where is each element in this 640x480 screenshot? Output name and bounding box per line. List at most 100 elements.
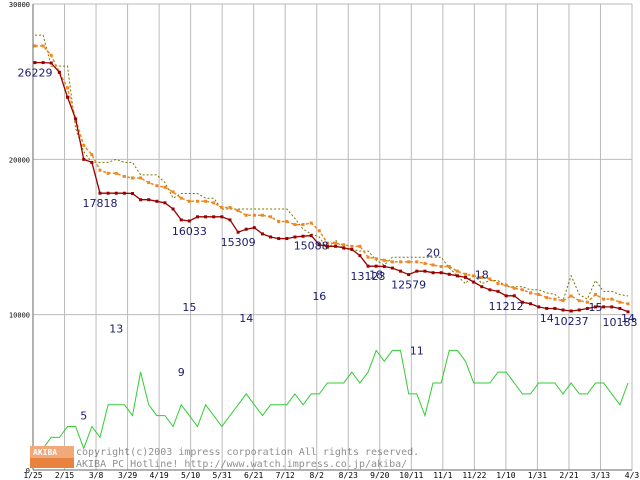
avg-point: [33, 44, 37, 48]
avg-point: [561, 299, 565, 303]
min-point: [472, 280, 476, 284]
min-point: [49, 61, 53, 65]
avg-point: [285, 219, 289, 223]
x-tick-label: 4/3: [625, 471, 640, 480]
avg-point: [309, 221, 313, 225]
avg-point: [488, 277, 492, 281]
avg-point: [269, 215, 273, 219]
avg-point: [220, 205, 224, 209]
min-point: [171, 207, 175, 211]
y-tick-label: 0: [26, 467, 30, 475]
avg-point: [415, 260, 419, 264]
avg-point: [618, 300, 622, 304]
min-point: [90, 160, 94, 164]
avg-point: [334, 241, 338, 245]
min-point: [57, 70, 61, 74]
x-tick-label: 7/12: [276, 471, 295, 480]
avg-point: [212, 201, 216, 205]
avg-point: [49, 53, 53, 57]
avg-point: [447, 265, 451, 269]
min-point: [415, 269, 419, 273]
min-point: [423, 269, 427, 273]
avg-point: [520, 288, 524, 292]
avg-point: [147, 181, 151, 185]
x-tick-label: 1/31: [528, 471, 547, 480]
price-data-label: 10237: [554, 315, 589, 328]
avg-point: [277, 219, 281, 223]
min-point: [204, 215, 208, 219]
avg-point: [610, 297, 614, 301]
min-point: [293, 235, 297, 239]
avg-point: [464, 272, 468, 276]
avg-point: [114, 171, 118, 175]
price-data-label: 17818: [82, 197, 117, 210]
avg-point: [139, 176, 143, 180]
x-tick-label: 2/21: [559, 471, 578, 480]
min-point: [301, 234, 305, 238]
avg-point: [594, 292, 598, 296]
avg-point: [366, 255, 370, 259]
avg-point: [187, 199, 191, 203]
count-data-label: 14: [239, 312, 253, 325]
min-point: [455, 274, 459, 278]
x-tick-label: 1/10: [496, 471, 515, 480]
avg-point: [545, 296, 549, 300]
min-point: [317, 243, 321, 247]
min-point: [610, 305, 614, 309]
avg-point: [260, 213, 264, 217]
avg-point: [553, 297, 557, 301]
avg-point: [228, 205, 232, 209]
min-point: [382, 265, 386, 269]
min-point: [496, 289, 500, 293]
count-data-label: 14: [540, 312, 554, 325]
y-tick-label: 20000: [9, 156, 30, 164]
x-tick-label: 5/31: [213, 471, 232, 480]
avg-point: [301, 223, 305, 227]
chart-axes: 0 10000 20000 30000 1/25 2/15 3/8 3/29 4/19 5/10 5…: [9, 1, 639, 480]
min-point: [407, 273, 411, 277]
price-data-label: 15088: [294, 240, 329, 253]
price-data-label: 16033: [172, 225, 207, 238]
avg-point: [204, 199, 208, 203]
min-point: [106, 191, 110, 195]
count-data-label: 11: [410, 344, 424, 357]
min-point: [390, 266, 394, 270]
min-point: [179, 218, 183, 222]
avg-point: [496, 282, 500, 286]
price-data-label: 15309: [221, 236, 256, 249]
min-point: [252, 226, 256, 230]
avg-point: [325, 241, 329, 245]
count-data-label: 15: [182, 301, 196, 314]
avg-point: [399, 260, 403, 264]
akiba-logo: AKIBA: [30, 446, 74, 468]
min-point: [504, 294, 508, 298]
min-point: [342, 246, 346, 250]
min-point: [529, 302, 533, 306]
count-data-label: 18: [475, 268, 489, 281]
min-point: [366, 264, 370, 268]
count-data-label: 9: [178, 366, 185, 379]
min-point: [431, 271, 435, 275]
avg-point: [171, 190, 175, 194]
min-point: [139, 198, 143, 202]
min-point: [480, 285, 484, 289]
min-point: [260, 232, 264, 236]
avg-point: [106, 171, 110, 175]
avg-point: [374, 257, 378, 261]
chart-series: [33, 34, 630, 460]
min-point: [220, 215, 224, 219]
min-point: [350, 247, 354, 251]
avg-point: [163, 185, 167, 189]
logo-text: AKIBA: [33, 448, 57, 457]
x-tick-label: 10/11: [399, 471, 423, 480]
count-data-label: 15: [589, 301, 603, 314]
y-tick-label: 10000: [9, 312, 30, 320]
min-point: [577, 308, 581, 312]
price-data-label: 10183: [603, 316, 638, 329]
count-data-label: 14: [621, 312, 635, 325]
min-point: [447, 272, 451, 276]
grid-lines: [32, 3, 633, 471]
min-point: [277, 237, 281, 241]
min-point: [618, 306, 622, 310]
min-point: [309, 234, 313, 238]
